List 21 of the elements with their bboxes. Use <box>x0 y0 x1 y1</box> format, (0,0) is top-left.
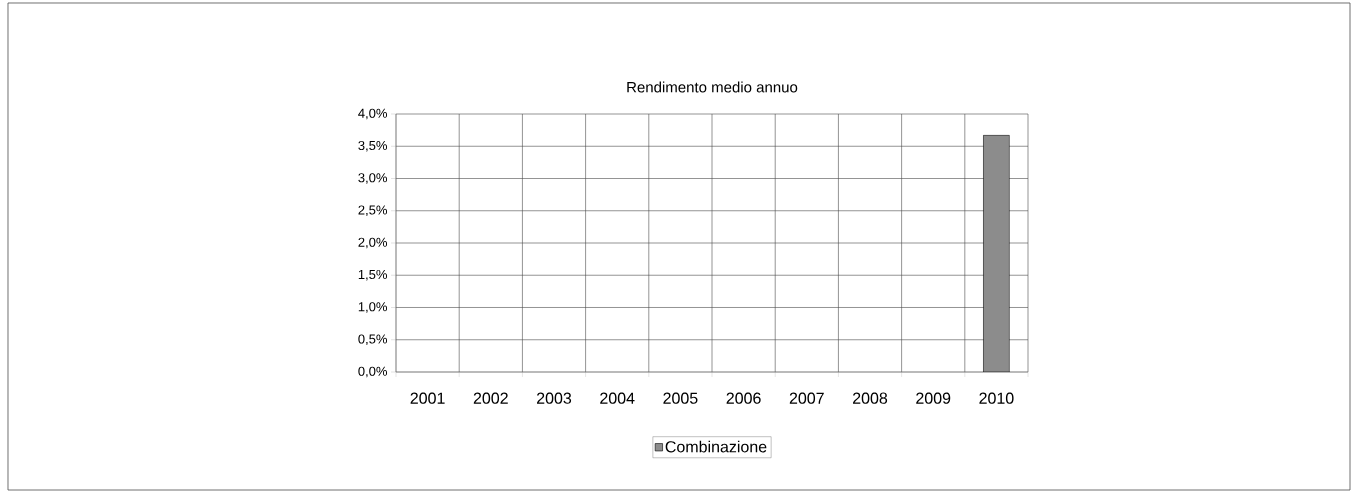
x-tick-label: 2010 <box>979 392 1014 404</box>
y-tick-label: 4,0% <box>358 108 388 120</box>
y-tick-label: 2,0% <box>358 237 388 249</box>
x-tick-label: 2002 <box>473 392 508 404</box>
y-tick-label: 3,0% <box>358 173 388 184</box>
y-tick-label: 3,5% <box>358 140 388 152</box>
x-tick-label: 2006 <box>726 392 761 404</box>
y-tick-label: 0,5% <box>358 334 388 346</box>
x-tick-label: 2004 <box>600 392 635 404</box>
x-tick-label: 2001 <box>410 392 445 404</box>
x-tick-label: 2003 <box>537 392 572 404</box>
x-tick-label: 2007 <box>789 392 824 404</box>
x-tick-label: 2009 <box>916 392 951 404</box>
y-tick-label: 2,5% <box>358 205 388 217</box>
chart-title: Rendimento medio annuo <box>627 81 798 93</box>
legend-label: Combinazione <box>665 440 767 453</box>
x-tick-label: 2008 <box>853 392 888 404</box>
x-tick-label: 2005 <box>663 392 698 404</box>
y-tick-label: 0,0% <box>358 366 388 378</box>
y-tick-label: 1,0% <box>358 302 388 313</box>
y-tick-label: 1,5% <box>358 269 388 281</box>
